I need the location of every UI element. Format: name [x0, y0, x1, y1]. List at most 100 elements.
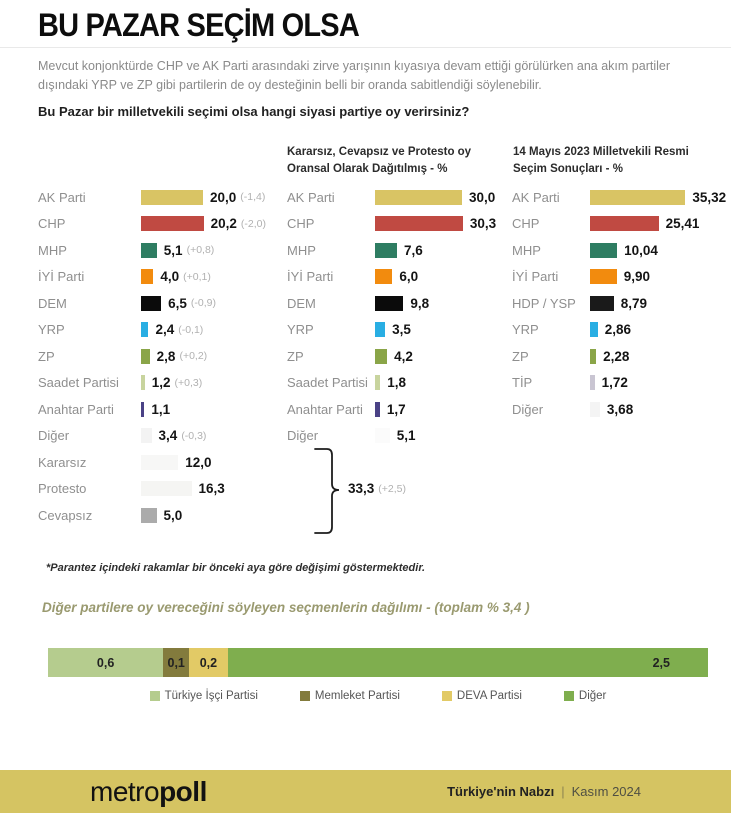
poll-row: Diğer 3,68	[512, 396, 726, 423]
party-value: 4,2	[394, 348, 413, 364]
party-bar	[375, 242, 398, 258]
party-label: ZP	[287, 348, 304, 364]
poll-row: DEM 9,8	[287, 290, 499, 317]
party-value: 12,0	[185, 454, 212, 470]
party-label: Anahtar Parti	[287, 401, 363, 417]
party-value: 3,4	[158, 428, 178, 444]
party-label: DEM	[38, 295, 67, 311]
poll-row: CHP 20,2 (-2,0)	[38, 211, 306, 238]
poll-row: İYİ Parti 9,90	[512, 264, 726, 291]
party-label: CHP	[38, 216, 66, 232]
bracket-icon	[314, 448, 340, 534]
party-label: MHP	[287, 242, 316, 258]
party-bar	[375, 401, 380, 417]
party-value: 1,8	[387, 375, 406, 391]
party-label: ZP	[512, 348, 529, 364]
party-label: Protesto	[38, 481, 87, 497]
poll-row: DEM 6,5 (-0,9)	[38, 290, 306, 317]
footer-series-name: Türkiye'nin Nabzı	[447, 784, 555, 799]
party-label: İYİ Parti	[38, 269, 85, 285]
column-header-distributed: Kararsız, Cevapsız ve Protesto oy Oransa…	[287, 146, 472, 176]
party-bar	[141, 375, 145, 391]
party-label: YRP	[287, 322, 314, 338]
party-label: İYİ Parti	[287, 269, 334, 285]
party-bar	[141, 322, 149, 338]
poll-row: TİP 1,72	[512, 370, 726, 397]
poll-row: Anahtar Parti 1,7	[287, 396, 499, 423]
party-label: ZP	[38, 348, 55, 364]
legend-label: DEVA Partisi	[456, 690, 522, 702]
party-value: 5,1	[396, 428, 416, 444]
party-label: CHP	[512, 216, 540, 232]
footnote: *Parantez içindeki rakamlar bir önceki a…	[46, 562, 426, 574]
segment-value: 2,5	[652, 655, 670, 670]
other-parties-stacked-bar: 0,6 0,1 0,2 2,5	[48, 648, 708, 677]
logo-text-bold: poll	[159, 775, 207, 807]
poll-row: MHP 10,04	[512, 237, 726, 264]
legend-item: DEVA Partisi	[441, 690, 522, 702]
legend-swatch-icon	[563, 691, 574, 701]
party-bar	[141, 481, 192, 497]
party-change: (-0,9)	[190, 297, 217, 310]
party-change: (+0,2)	[179, 350, 208, 363]
party-bar	[141, 401, 145, 417]
party-value: 9,8	[410, 295, 430, 311]
party-bar	[590, 295, 614, 311]
stacked-segment: 2,5	[227, 648, 708, 677]
poll-row: ZP 4,2	[287, 343, 499, 370]
poll-row: Diğer 3,4 (-0,3)	[38, 423, 306, 450]
party-value: 8,79	[620, 295, 647, 311]
party-label: Saadet Partisi	[38, 375, 119, 391]
party-label: TİP	[512, 375, 533, 391]
party-value: 2,86	[604, 322, 631, 338]
poll-row: Kararsız 12,0	[38, 449, 306, 476]
poll-row: HDP / YSP 8,79	[512, 290, 726, 317]
poll-row: ZP 2,8 (+0,2)	[38, 343, 306, 370]
party-bar	[141, 189, 203, 205]
party-bar	[141, 242, 157, 258]
survey-question: Bu Pazar bir milletvekili seçimi olsa ha…	[38, 104, 470, 119]
poll-row: MHP 7,6	[287, 237, 499, 264]
party-label: HDP / YSP	[512, 295, 576, 311]
party-value: 6,0	[399, 269, 419, 285]
party-bar	[141, 507, 157, 523]
party-value: 7,6	[404, 242, 423, 258]
poll-row: ZP 2,28	[512, 343, 726, 370]
stacked-bar-legend: Türkiye İşçi Partisi Memleket Partisi DEVA…	[48, 690, 708, 702]
party-value: 4,0	[160, 269, 180, 285]
poll-row: CHP 25,41	[512, 211, 726, 238]
party-label: Cevapsız	[38, 507, 93, 523]
party-value: 1,2	[151, 375, 171, 391]
poll-row: AK Parti 20,0 (-1,4)	[38, 184, 306, 211]
party-change: (+0,8)	[186, 244, 215, 257]
legend-swatch-icon	[299, 691, 310, 701]
party-value: 35,32	[692, 189, 727, 205]
party-value: 10,04	[624, 242, 658, 258]
party-value: 20,0	[210, 189, 237, 205]
party-value: 3,5	[392, 322, 411, 338]
party-value: 20,2	[210, 216, 237, 232]
party-bar	[590, 322, 598, 338]
footer-separator: |	[561, 784, 565, 799]
poll-row: CHP 30,3	[287, 211, 499, 238]
party-bar	[141, 348, 150, 364]
party-value: 30,3	[469, 216, 497, 232]
party-bar	[141, 295, 162, 311]
party-bar	[375, 189, 462, 205]
party-label: Diğer	[38, 428, 70, 444]
bracket-total-change: (+2,5)	[378, 482, 407, 495]
party-label: İYİ Parti	[512, 269, 559, 285]
party-value: 25,41	[665, 216, 700, 232]
title-divider	[0, 47, 731, 48]
party-value: 1,7	[386, 401, 406, 417]
party-label: Anahtar Parti	[38, 401, 114, 417]
poll-row: İYİ Parti 6,0	[287, 264, 499, 291]
bracket-total: 33,3 (+2,5)	[348, 481, 406, 496]
party-label: AK Parti	[512, 189, 560, 205]
legend-swatch-icon	[149, 691, 160, 701]
party-value: 2,8	[156, 348, 176, 364]
legend-label: Memleket Partisi	[314, 690, 400, 702]
party-label: YRP	[38, 322, 65, 338]
party-value: 3,68	[606, 401, 634, 417]
party-change: (+0,1)	[183, 270, 211, 283]
